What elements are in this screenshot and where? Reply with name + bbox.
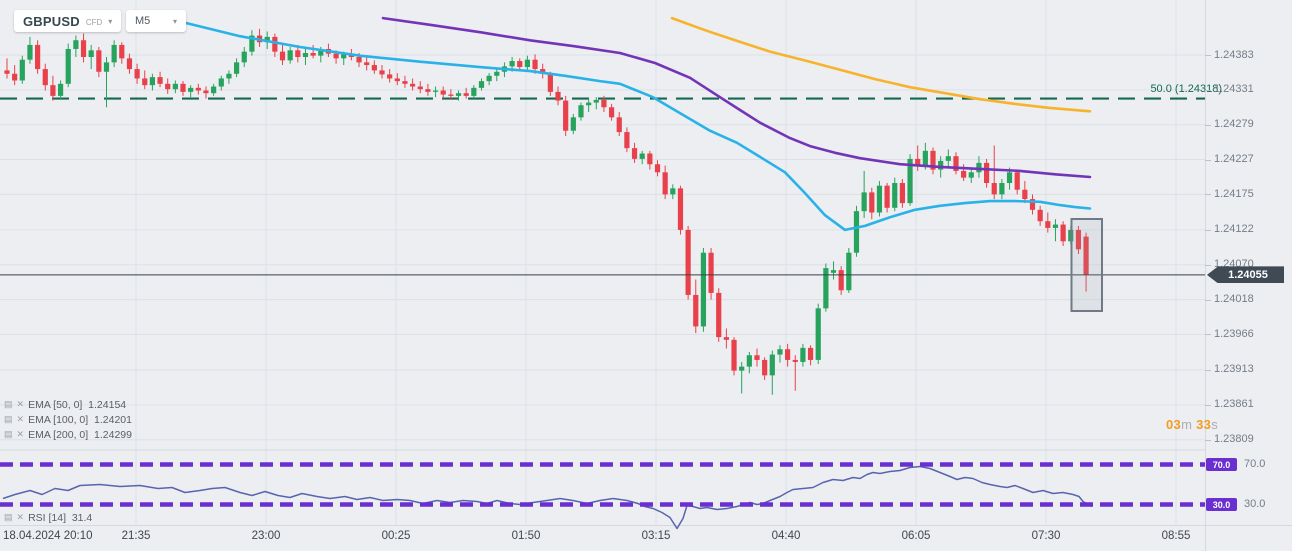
price-axis-label: 1.24122 (1214, 223, 1254, 236)
selection-rectangle[interactable] (1070, 218, 1103, 312)
indicator-legend-row: ▤ ✕ EMA [100, 0] 1.24201 (4, 413, 132, 426)
price-axis-tick (1205, 439, 1211, 441)
timeframe-label: M5 (135, 15, 151, 27)
price-axis-label: 1.23913 (1214, 363, 1254, 376)
chevron-down-icon: ▾ (172, 16, 177, 26)
chevron-down-icon: ▾ (108, 16, 113, 26)
time-label-first: 18.04.2024 20:10 (3, 530, 93, 542)
timer-minutes-unit: m (1181, 417, 1193, 432)
price-axis-tick (1205, 89, 1211, 91)
time-axis-label: 06:05 (901, 530, 931, 542)
time-axis-label: 03:15 (641, 530, 671, 542)
price-axis-label: 1.24331 (1214, 83, 1254, 96)
time-axis-label: 04:40 (771, 530, 801, 542)
timeframe-selector[interactable]: M5 ▾ (126, 10, 186, 32)
indicator-legend-row: ▤ ✕ EMA [200, 0] 1.24299 (4, 428, 132, 441)
rsi-upper-axis-label: 70.0 (1244, 458, 1266, 470)
rsi-lower-axis-label: 30.0 (1244, 498, 1266, 510)
timer-seconds-unit: s (1211, 417, 1218, 432)
price-axis-tick (1205, 159, 1211, 161)
indicator-label: RSI [14] 31.4 (28, 511, 93, 524)
price-axis-label: 1.23809 (1214, 433, 1254, 446)
current-price-badge: 1.24055 (1207, 266, 1284, 284)
indicator-remove-icon[interactable]: ✕ (16, 414, 25, 424)
time-axis-label: 23:00 (251, 530, 281, 542)
price-axis-tick (1205, 369, 1211, 371)
time-axis-label: 01:50 (511, 530, 541, 542)
price-axis-label: 1.24070 (1214, 258, 1254, 271)
price-axis-label: 1.24227 (1214, 153, 1254, 166)
price-axis-label: 1.24175 (1214, 187, 1254, 200)
price-axis-tick (1205, 229, 1211, 231)
price-axis-label: 1.23966 (1214, 327, 1254, 340)
symbol-label: GBPUSD (23, 13, 80, 29)
indicator-remove-icon[interactable]: ✕ (16, 399, 25, 409)
rsi-lower-badge: 30.0 (1206, 498, 1237, 511)
price-axis-label: 1.24383 (1214, 48, 1254, 61)
price-axis-tick (1205, 194, 1211, 196)
indicator-legend-row: ▤ ✕ RSI [14] 31.4 (4, 511, 92, 524)
fib-level-label: 50.0 (1.24318) (1150, 83, 1222, 95)
candle-countdown-timer: 03m 33s (1166, 417, 1218, 432)
timer-seconds: 33 (1196, 417, 1212, 432)
indicator-settings-icon[interactable]: ▤ (4, 414, 13, 424)
time-axis-label: 07:30 (1031, 530, 1061, 542)
price-axis-label: 1.24018 (1214, 293, 1254, 306)
indicator-settings-icon[interactable]: ▤ (4, 512, 13, 522)
price-axis-tick (1205, 299, 1211, 301)
time-axis[interactable]: 18.04.2024 20:10 21:35 23:00 00:25 01:50 03:… (0, 526, 1292, 551)
symbol-selector[interactable]: GBPUSD CFD ▾ (14, 10, 122, 32)
indicator-settings-icon[interactable]: ▤ (4, 399, 13, 409)
time-axis-label: 21:35 (121, 530, 151, 542)
indicator-legend-row: ▤ ✕ EMA [50, 0] 1.24154 (4, 398, 126, 411)
price-axis-label: 1.23861 (1214, 398, 1254, 411)
indicator-remove-icon[interactable]: ✕ (16, 512, 25, 522)
price-axis-label: 1.24279 (1214, 118, 1254, 131)
indicator-label: EMA [100, 0] 1.24201 (28, 413, 132, 426)
indicator-label: EMA [200, 0] 1.24299 (28, 428, 132, 441)
price-axis-tick (1205, 334, 1211, 336)
time-axis-label: 08:55 (1161, 530, 1191, 542)
time-axis-label: 00:25 (381, 530, 411, 542)
indicator-label: EMA [50, 0] 1.24154 (28, 398, 127, 411)
price-axis-tick (1205, 55, 1211, 56)
indicator-remove-icon[interactable]: ✕ (16, 429, 25, 439)
price-axis-tick (1205, 124, 1211, 126)
price-axis-tick (1205, 404, 1211, 406)
timer-minutes: 03 (1166, 417, 1182, 432)
symbol-type-label: CFD (85, 17, 103, 27)
price-axis-tick (1205, 264, 1211, 266)
rsi-upper-badge: 70.0 (1206, 458, 1237, 471)
indicator-settings-icon[interactable]: ▤ (4, 429, 13, 439)
